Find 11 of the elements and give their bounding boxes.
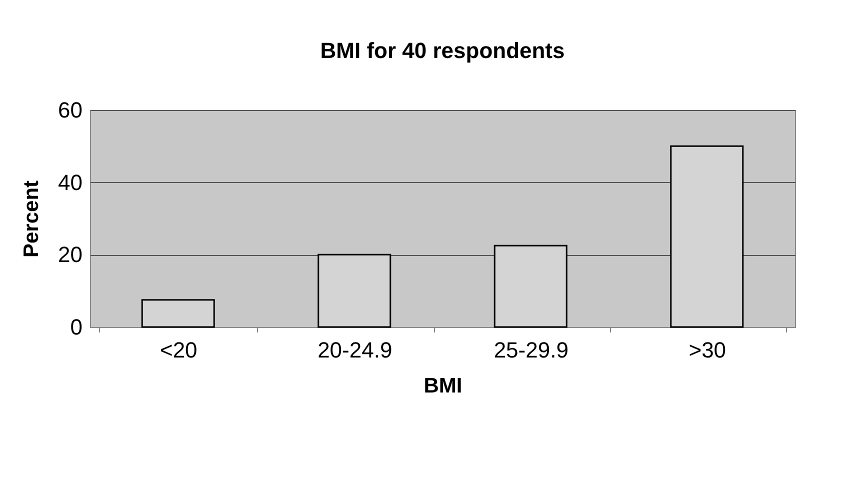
y-axis-title: Percent xyxy=(20,180,44,258)
x-axis-title: BMI xyxy=(424,374,462,398)
y-tick-label: 60 xyxy=(58,98,82,122)
x-tick-label: <20 xyxy=(160,338,198,362)
chart-title: BMI for 40 respondents xyxy=(320,38,565,63)
x-tick-label: 20-24.9 xyxy=(318,338,392,362)
y-tick-label: 0 xyxy=(70,314,82,340)
x-tick-label: >30 xyxy=(688,338,726,362)
y-tick-label: 20 xyxy=(58,242,82,268)
y-tick-label: 40 xyxy=(58,170,82,195)
x-tick-label: 25-29.9 xyxy=(494,338,568,362)
